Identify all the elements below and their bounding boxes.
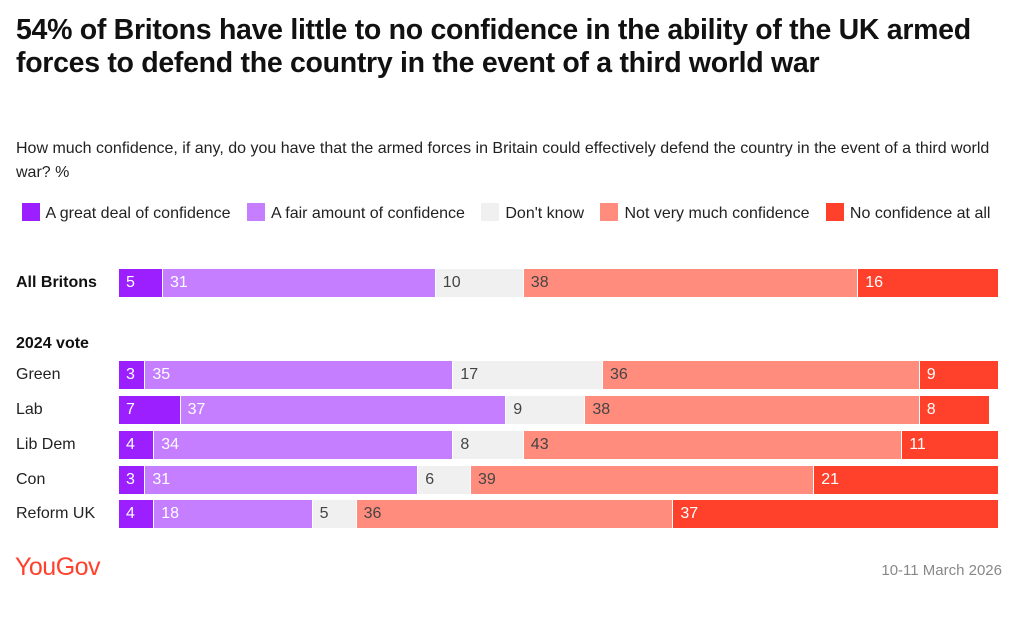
data-label: 34 [161, 436, 179, 453]
bar-segment: 16 [858, 269, 999, 297]
data-label: 37 [680, 505, 699, 522]
category-label: Lib Dem [16, 436, 76, 453]
bar-segment: 9 [919, 361, 999, 389]
category-label: Reform UK [16, 505, 96, 522]
bar-segment: 37 [180, 396, 507, 424]
legend-label: A great deal of confidence [45, 205, 231, 222]
data-label: 11 [909, 436, 926, 453]
bar-segment: 10 [435, 269, 524, 297]
stacked-bar: 4 18 5 36 37 [119, 500, 999, 528]
stacked-bar: 7 37 9 38 8 [119, 396, 999, 424]
data-label: 9 [926, 366, 936, 383]
data-label: 16 [865, 274, 883, 291]
legend-swatch [21, 203, 40, 221]
data-label: 36 [363, 505, 382, 522]
data-label: 7 [126, 401, 135, 418]
bar-segment: 18 [154, 500, 313, 528]
bar-segment: 36 [356, 500, 674, 528]
data-label: 36 [610, 366, 628, 383]
data-label: 17 [460, 366, 479, 383]
bar-segment: 38 [585, 396, 920, 424]
data-label: 37 [187, 401, 206, 418]
data-label: 5 [126, 274, 135, 291]
chart-subtitle: How much confidence, if any, do you have… [16, 140, 990, 181]
category-label: Con [16, 471, 46, 488]
bar-segment: 7 [119, 396, 181, 424]
data-label: 3 [126, 471, 135, 488]
group-label: 2024 vote [16, 335, 89, 352]
bar-segment: 3 [119, 361, 146, 389]
bar-segment: 36 [603, 361, 920, 389]
legend-swatch [481, 203, 500, 221]
bar-segment: 4 [119, 500, 155, 528]
data-label: 6 [425, 471, 435, 488]
stacked-bar: 3 35 17 36 9 [119, 361, 999, 389]
data-label: 9 [513, 401, 523, 418]
bar-segment: 6 [418, 466, 471, 494]
data-label: 39 [478, 471, 496, 488]
data-label: 31 [170, 274, 188, 291]
bar-segment: 4 [119, 431, 155, 459]
data-label: 31 [152, 471, 171, 488]
data-label: 18 [161, 505, 179, 522]
bar-segment: 3 [119, 466, 146, 494]
bar-segment: 37 [673, 500, 999, 528]
bar-segment: 8 [453, 431, 524, 459]
legend-swatch [600, 203, 619, 221]
data-label: 5 [319, 505, 329, 522]
data-label: 21 [821, 471, 839, 488]
legend-swatch [247, 203, 266, 221]
legend-item: Not very much confidence [600, 203, 810, 222]
category-label: All Britons [16, 274, 97, 291]
legend-swatch [825, 203, 844, 221]
data-label: 3 [126, 366, 135, 383]
legend-label: Don't know [505, 205, 585, 222]
data-label: 43 [530, 436, 549, 453]
legend-item: A fair amount of confidence [247, 203, 465, 222]
bar-segment: 11 [902, 431, 999, 459]
chart-title: 54% of Britons have little to no confide… [16, 14, 971, 79]
data-label: 10 [442, 274, 461, 291]
data-label: 38 [592, 401, 611, 418]
yougov-logo: YouGov [15, 553, 101, 581]
fieldwork-date: 10-11 March 2026 [881, 562, 1002, 579]
stacked-bar: 5 31 10 38 16 [119, 269, 999, 297]
stacked-bar: 4 34 8 43 11 [119, 431, 999, 459]
bar-segment: 8 [919, 396, 991, 424]
legend-label: Not very much confidence [624, 205, 810, 222]
category-label: Lab [16, 401, 43, 418]
data-label: 35 [152, 366, 171, 383]
legend-item: Don't know [481, 203, 585, 222]
bar-segment: 21 [814, 466, 999, 494]
bar-segment: 9 [506, 396, 586, 424]
bar-segment: 43 [523, 431, 903, 459]
category-label: Green [16, 366, 61, 383]
bar-segment: 17 [453, 361, 603, 389]
bar-segment: 39 [471, 466, 815, 494]
bar-segment: 35 [145, 361, 454, 389]
bar-segment: 38 [523, 269, 859, 297]
bar-segment: 34 [154, 431, 454, 459]
legend-item: No confidence at all [825, 203, 991, 222]
data-label: 8 [926, 401, 936, 418]
legend-item: A great deal of confidence [21, 203, 231, 222]
legend-label: A fair amount of confidence [271, 205, 465, 222]
bar-segment: 31 [145, 466, 419, 494]
data-label: 4 [126, 436, 135, 453]
bar-segment: 31 [163, 269, 436, 297]
data-label: 38 [530, 274, 549, 291]
stacked-bar: 3 31 6 39 21 [119, 466, 999, 494]
data-label: 8 [460, 436, 470, 453]
bar-segment: 5 [119, 269, 163, 297]
legend: A great deal of confidence A fair amount… [20, 201, 1004, 226]
bar-segment: 5 [312, 500, 357, 528]
data-label: 4 [126, 505, 135, 522]
legend-label: No confidence at all [849, 205, 991, 222]
